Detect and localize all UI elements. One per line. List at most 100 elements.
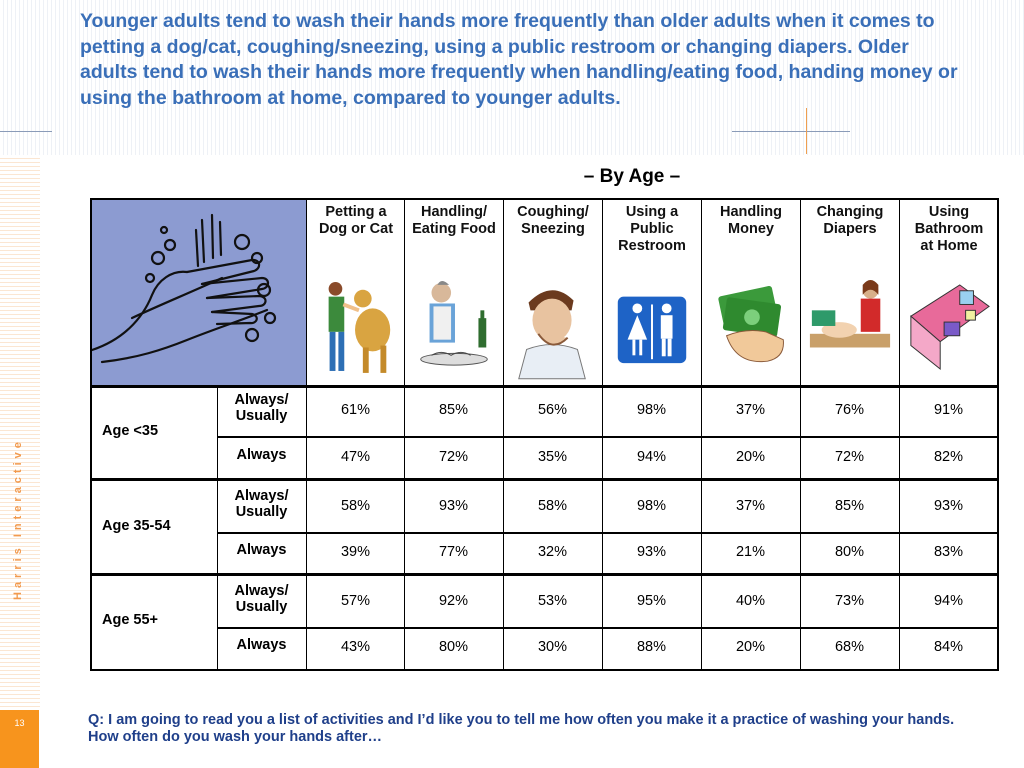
column-divider bbox=[701, 386, 702, 669]
column-header: Using a Public Restroom bbox=[602, 200, 701, 386]
column-divider bbox=[306, 386, 307, 669]
home-bathroom-icon bbox=[905, 270, 993, 380]
header-rule-right bbox=[732, 131, 850, 132]
table-cell-value: 80% bbox=[834, 544, 865, 560]
table-cell-value: 21% bbox=[735, 544, 766, 560]
column-header-label: Using Bathroom at Home bbox=[900, 200, 998, 255]
row-divider bbox=[217, 436, 997, 438]
table-cell-value: 53% bbox=[537, 592, 568, 609]
age-group-label: Age 35-54 bbox=[102, 517, 171, 534]
table-cell-value: 20% bbox=[735, 638, 766, 655]
table-cell-value: 73% bbox=[834, 592, 865, 609]
table-cell-value: 80% bbox=[438, 638, 469, 655]
table-cell-value: 30% bbox=[537, 638, 568, 655]
table-cell-value: 77% bbox=[438, 544, 469, 560]
frequency-label-line: Always/ bbox=[234, 391, 289, 408]
table-cell-value: 95% bbox=[636, 592, 667, 609]
column-header-line: Sneezing bbox=[521, 221, 585, 237]
restroom-sign-icon bbox=[608, 270, 696, 380]
row-divider bbox=[217, 627, 997, 629]
frequency-label: Always/Usually bbox=[217, 488, 306, 520]
frequency-label: Always bbox=[217, 637, 306, 653]
column-header-line: at Home bbox=[920, 238, 978, 254]
frequency-label-line: Usually bbox=[235, 504, 288, 520]
column-divider bbox=[899, 386, 900, 669]
money-in-hand-icon bbox=[707, 270, 795, 380]
table-subtitle: – By Age – bbox=[583, 166, 681, 187]
column-header-line: Using a bbox=[625, 204, 679, 220]
table-cell-value: 43% bbox=[340, 638, 371, 655]
table-cell-value: 37% bbox=[735, 498, 766, 514]
table-cell-value: 68% bbox=[834, 638, 865, 655]
brand-watermark: Harris Interactive bbox=[12, 438, 24, 600]
column-header-label: Handling/Eating Food bbox=[405, 200, 503, 238]
column-divider bbox=[404, 386, 405, 669]
column-header-line: Diapers bbox=[823, 221, 877, 237]
column-divider bbox=[503, 386, 504, 669]
frequency-label: Always bbox=[217, 542, 306, 558]
frequency-label-line: Usually bbox=[235, 407, 288, 424]
table-cell-value: 92% bbox=[438, 592, 469, 609]
coughing-man-icon bbox=[509, 270, 597, 380]
table-cell-value: 76% bbox=[834, 401, 865, 418]
group-divider bbox=[92, 385, 997, 388]
column-header-line: Petting a bbox=[325, 204, 387, 220]
frequency-label-line: Always bbox=[236, 636, 287, 653]
table-cell-value: 94% bbox=[636, 448, 667, 465]
table-cell-value: 85% bbox=[834, 498, 865, 514]
column-header-line: Coughing/ bbox=[517, 204, 589, 220]
table-cell-value: 61% bbox=[340, 401, 371, 418]
table-cell-value: 56% bbox=[537, 401, 568, 418]
frequency-label-line: Always/ bbox=[234, 582, 289, 599]
column-header-line: Dog or Cat bbox=[318, 221, 394, 237]
results-table: Petting a Dog or Cat Handling/Eating Food… bbox=[90, 198, 999, 671]
frequency-label: Always/Usually bbox=[217, 392, 306, 424]
column-header-line: Handling/ bbox=[420, 204, 488, 220]
column-header-label: Handling Money bbox=[702, 200, 800, 238]
table-cell-value: 35% bbox=[537, 448, 568, 465]
column-header-line: Restroom bbox=[618, 238, 686, 254]
frequency-label-line: Usually bbox=[235, 598, 288, 615]
dog-petting-icon bbox=[312, 270, 400, 380]
table-cell-value: 88% bbox=[636, 638, 667, 655]
table-cell-value: 58% bbox=[340, 498, 371, 514]
page-number-box bbox=[0, 710, 39, 768]
column-header: Using Bathroom at Home bbox=[899, 200, 998, 386]
table-cell-value: 93% bbox=[438, 498, 469, 514]
frequency-label: Always/Usually bbox=[217, 583, 306, 615]
age-group-label: Age 55+ bbox=[102, 612, 159, 628]
age-group-label: Age <35 bbox=[102, 423, 159, 439]
survey-question-footnote: Q: I am going to read you a list of acti… bbox=[88, 712, 955, 745]
hand-washing-illustration bbox=[90, 200, 306, 386]
table-cell-value: 98% bbox=[636, 401, 667, 418]
column-header: Handling/Eating Food bbox=[404, 200, 503, 386]
column-header-line: Public bbox=[630, 221, 674, 237]
table-cell-value: 58% bbox=[537, 498, 568, 514]
column-divider bbox=[800, 386, 801, 669]
table-cell-value: 47% bbox=[340, 448, 371, 465]
table-cell-value: 94% bbox=[933, 592, 964, 609]
table-cell-value: 39% bbox=[340, 544, 371, 560]
sidebar-texture bbox=[0, 155, 40, 710]
table-cell-value: 72% bbox=[438, 448, 469, 465]
table-cell-value: 93% bbox=[933, 498, 964, 514]
table-cell-value: 84% bbox=[933, 638, 964, 655]
column-header: Coughing/Sneezing bbox=[503, 200, 602, 386]
column-header: Changing Diapers bbox=[800, 200, 899, 386]
table-cell-value: 40% bbox=[735, 592, 766, 609]
column-header-line: Eating Food bbox=[412, 221, 496, 237]
table-cell-value: 85% bbox=[438, 401, 469, 418]
table-cell-value: 91% bbox=[933, 401, 964, 418]
table-cell-value: 93% bbox=[636, 544, 667, 560]
slide-headline: Younger adults tend to wash their hands … bbox=[80, 10, 958, 109]
column-divider bbox=[602, 386, 603, 669]
column-header: Petting a Dog or Cat bbox=[306, 200, 405, 386]
page-number: 13 bbox=[14, 718, 25, 728]
header-accent-tick bbox=[806, 108, 807, 154]
food-handling-icon bbox=[410, 270, 498, 380]
frequency-label-line: Always bbox=[236, 542, 287, 558]
column-header-line: Handling bbox=[719, 204, 783, 220]
column-header-label: Changing Diapers bbox=[801, 200, 899, 238]
column-header: Handling Money bbox=[701, 200, 800, 386]
header-rule-left bbox=[0, 131, 52, 132]
